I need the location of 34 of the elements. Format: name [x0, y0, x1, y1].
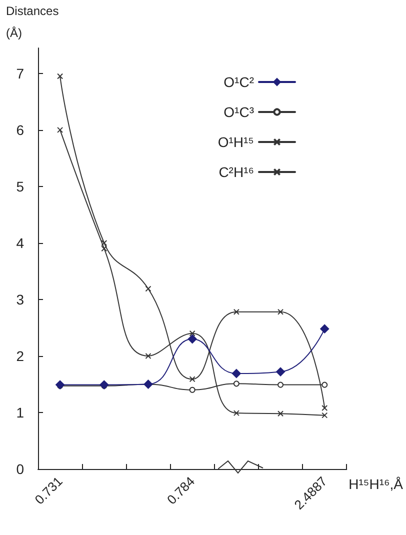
- y-tick-label: 0: [16, 461, 24, 477]
- legend-label: C²H¹⁶: [218, 164, 254, 180]
- y-axis-title: Distances (Å): [6, 4, 59, 40]
- legend-label: O¹H¹⁵: [218, 134, 254, 150]
- point: [189, 330, 196, 336]
- y-tick-label: 6: [16, 122, 24, 138]
- point: [56, 380, 65, 390]
- y-tick-label: 7: [16, 65, 24, 82]
- point: [322, 382, 328, 388]
- point: [276, 367, 286, 376]
- point: [233, 308, 240, 315]
- y-tick-label: 4: [16, 234, 24, 251]
- point: [278, 308, 284, 315]
- point: [57, 126, 64, 133]
- point: [145, 286, 152, 292]
- x-axis-title: H¹⁵H¹⁶,Å: [348, 476, 404, 492]
- point: [145, 352, 152, 359]
- legend-label: O¹C²: [224, 74, 254, 90]
- y-tick-label: 2: [16, 348, 24, 364]
- point: [189, 376, 196, 382]
- point: [188, 334, 197, 344]
- point: [232, 369, 241, 378]
- point: [278, 382, 284, 388]
- legend-label: O¹C³: [224, 104, 254, 120]
- point: [233, 410, 240, 416]
- point: [189, 386, 196, 393]
- y-tick-label: 5: [16, 178, 24, 194]
- point: [57, 73, 64, 80]
- y-tick-label: 3: [16, 291, 24, 308]
- y-tick-label: 1: [16, 404, 24, 420]
- point: [100, 380, 109, 390]
- point: [278, 410, 284, 417]
- point: [320, 324, 330, 334]
- point: [233, 380, 240, 387]
